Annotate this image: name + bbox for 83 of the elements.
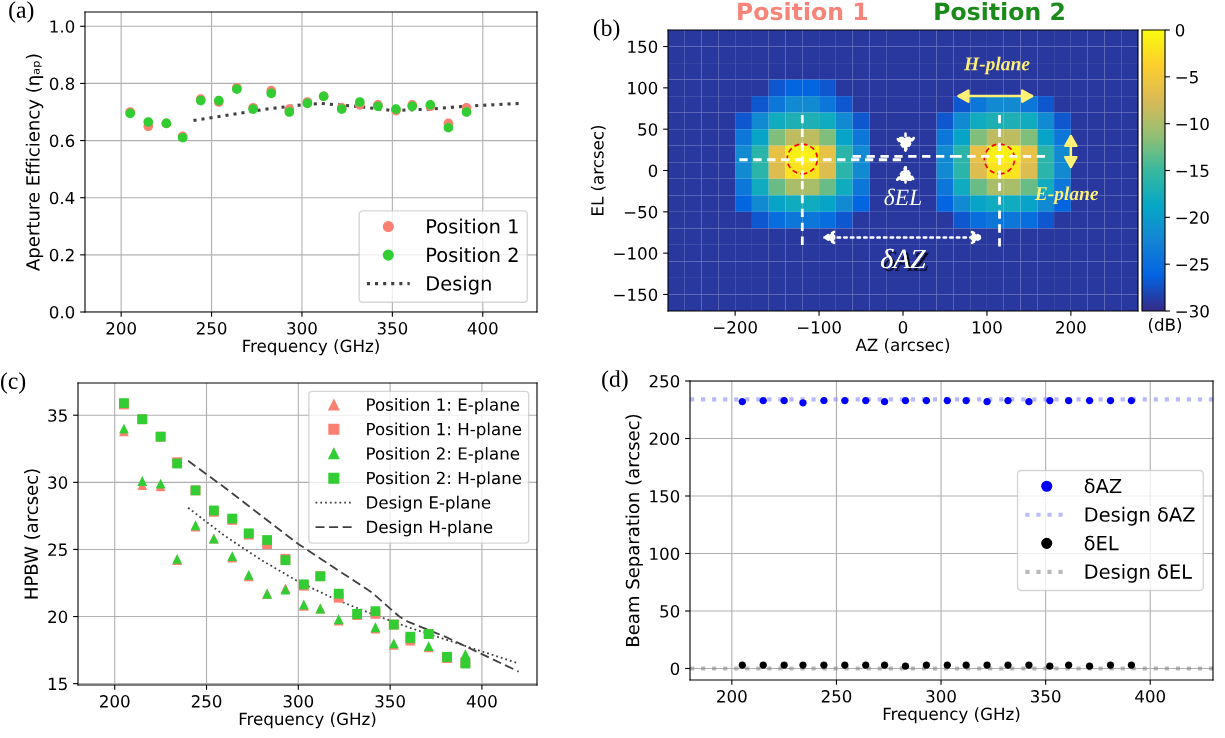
y-tick-label: 0.8: [49, 77, 75, 90]
y-axis-title: EL (arcsec): [590, 125, 606, 215]
y-tick-label: 0: [670, 662, 680, 676]
text: (c): [1, 372, 26, 394]
x-tick-label: 400: [466, 695, 497, 708]
x-tick-label: 350: [375, 695, 405, 708]
x-tick-label: 300: [926, 690, 956, 703]
x-tick-label: 250: [196, 322, 227, 335]
legend-label: Design E-plane: [367, 495, 491, 512]
annotation: E-plane: [1034, 186, 1099, 205]
x-tick-label: 200: [717, 690, 747, 703]
annotation: H-plane: [963, 56, 1030, 75]
y-tick-label: 50: [638, 123, 658, 136]
x-axis-title: Frequency (GHz): [243, 339, 379, 356]
color-bar-label: −25: [1176, 258, 1209, 271]
legend-label: δEL: [1084, 535, 1119, 551]
legend-label: Design δEL: [1085, 563, 1192, 583]
y-axis-title: Aperture Efficiency (ηₐₚ): [25, 54, 44, 271]
y-tick-label: 150: [628, 40, 658, 54]
y-tick-label: 200: [649, 432, 680, 446]
legend-label: Design H-plane: [367, 520, 493, 537]
annotation: δAZ: [881, 248, 929, 272]
color-bar-label: −5: [1176, 71, 1198, 84]
y-tick-label: 50: [660, 604, 680, 618]
text: (b): [593, 19, 620, 41]
x-axis-title: Frequency (GHz): [883, 707, 1020, 724]
y-axis-title: Beam Separation (arcsec): [625, 414, 643, 646]
legend-label: Design δAZ: [1085, 506, 1195, 526]
x-axis-title: Frequency (GHz): [239, 712, 376, 729]
y-tick-label: −50: [624, 205, 658, 219]
y-tick-label: 0.2: [49, 248, 74, 262]
color-bar-title: (dB): [1148, 318, 1182, 333]
y-tick-label: 35: [48, 409, 67, 422]
x-tick-label: 350: [1031, 690, 1061, 703]
legend-label: Design: [427, 275, 491, 295]
y-tick-label: 250: [649, 374, 680, 388]
legend-label: Position 2: E-plane: [367, 446, 520, 464]
y-tick-label: −150: [614, 288, 658, 302]
y-tick-label: 15: [48, 677, 67, 691]
color-bar-label: 0: [1175, 23, 1185, 37]
y-tick-label: 1.0: [50, 20, 75, 33]
x-tick-label: 100: [972, 321, 1002, 334]
x-tick-label: 0: [898, 321, 908, 334]
x-tick-label: 250: [821, 690, 852, 703]
y-tick-label: 30: [48, 476, 68, 489]
x-tick-label: 350: [377, 322, 408, 335]
x-tick-label: 400: [467, 322, 498, 335]
x-tick-label: 400: [1135, 690, 1166, 703]
text: (a): [9, 1, 34, 23]
color-bar-label: −30: [1176, 304, 1209, 318]
x-tick-label: 200: [100, 695, 130, 708]
legend-label: δAZ: [1084, 478, 1122, 494]
x-tick-label: −200: [714, 321, 757, 334]
x-tick-label: 300: [283, 695, 314, 708]
legend-label: Position 2: [427, 247, 518, 263]
x-tick-label: 250: [191, 695, 222, 708]
y-tick-label: 20: [48, 610, 68, 624]
y-tick-label: 25: [48, 543, 67, 556]
legend-label: Position 1: E-plane: [367, 398, 520, 415]
text: (d): [602, 370, 628, 392]
y-tick-label: 100: [650, 547, 680, 561]
y-axis-title: HPBW (arcsec): [24, 469, 41, 599]
y-tick-label: 0.4: [49, 191, 75, 205]
legend-label: Position 2: H-plane: [367, 471, 522, 488]
x-tick-label: 200: [1056, 321, 1086, 334]
legend-label: Position 1: H-plane: [367, 422, 522, 439]
y-tick-label: −100: [614, 247, 658, 260]
x-axis-title: AZ (arcsec): [855, 338, 950, 354]
y-tick-label: 150: [650, 489, 680, 503]
text: Position 1: [738, 2, 868, 21]
text: Position 2: [935, 2, 1064, 21]
y-tick-label: 0.0: [49, 305, 75, 319]
annotation: δEL: [884, 188, 922, 206]
y-tick-label: 100: [628, 81, 658, 95]
y-tick-label: 0.6: [49, 134, 75, 148]
x-tick-label: −100: [797, 321, 841, 334]
x-tick-label: 200: [106, 322, 136, 335]
x-tick-label: 300: [287, 322, 317, 335]
y-tick-label: 0: [648, 164, 658, 178]
color-bar-label: −15: [1176, 164, 1209, 178]
legend-label: Position 1: [427, 218, 518, 234]
color-bar-label: −10: [1176, 117, 1209, 131]
color-bar-label: −20: [1176, 211, 1209, 224]
